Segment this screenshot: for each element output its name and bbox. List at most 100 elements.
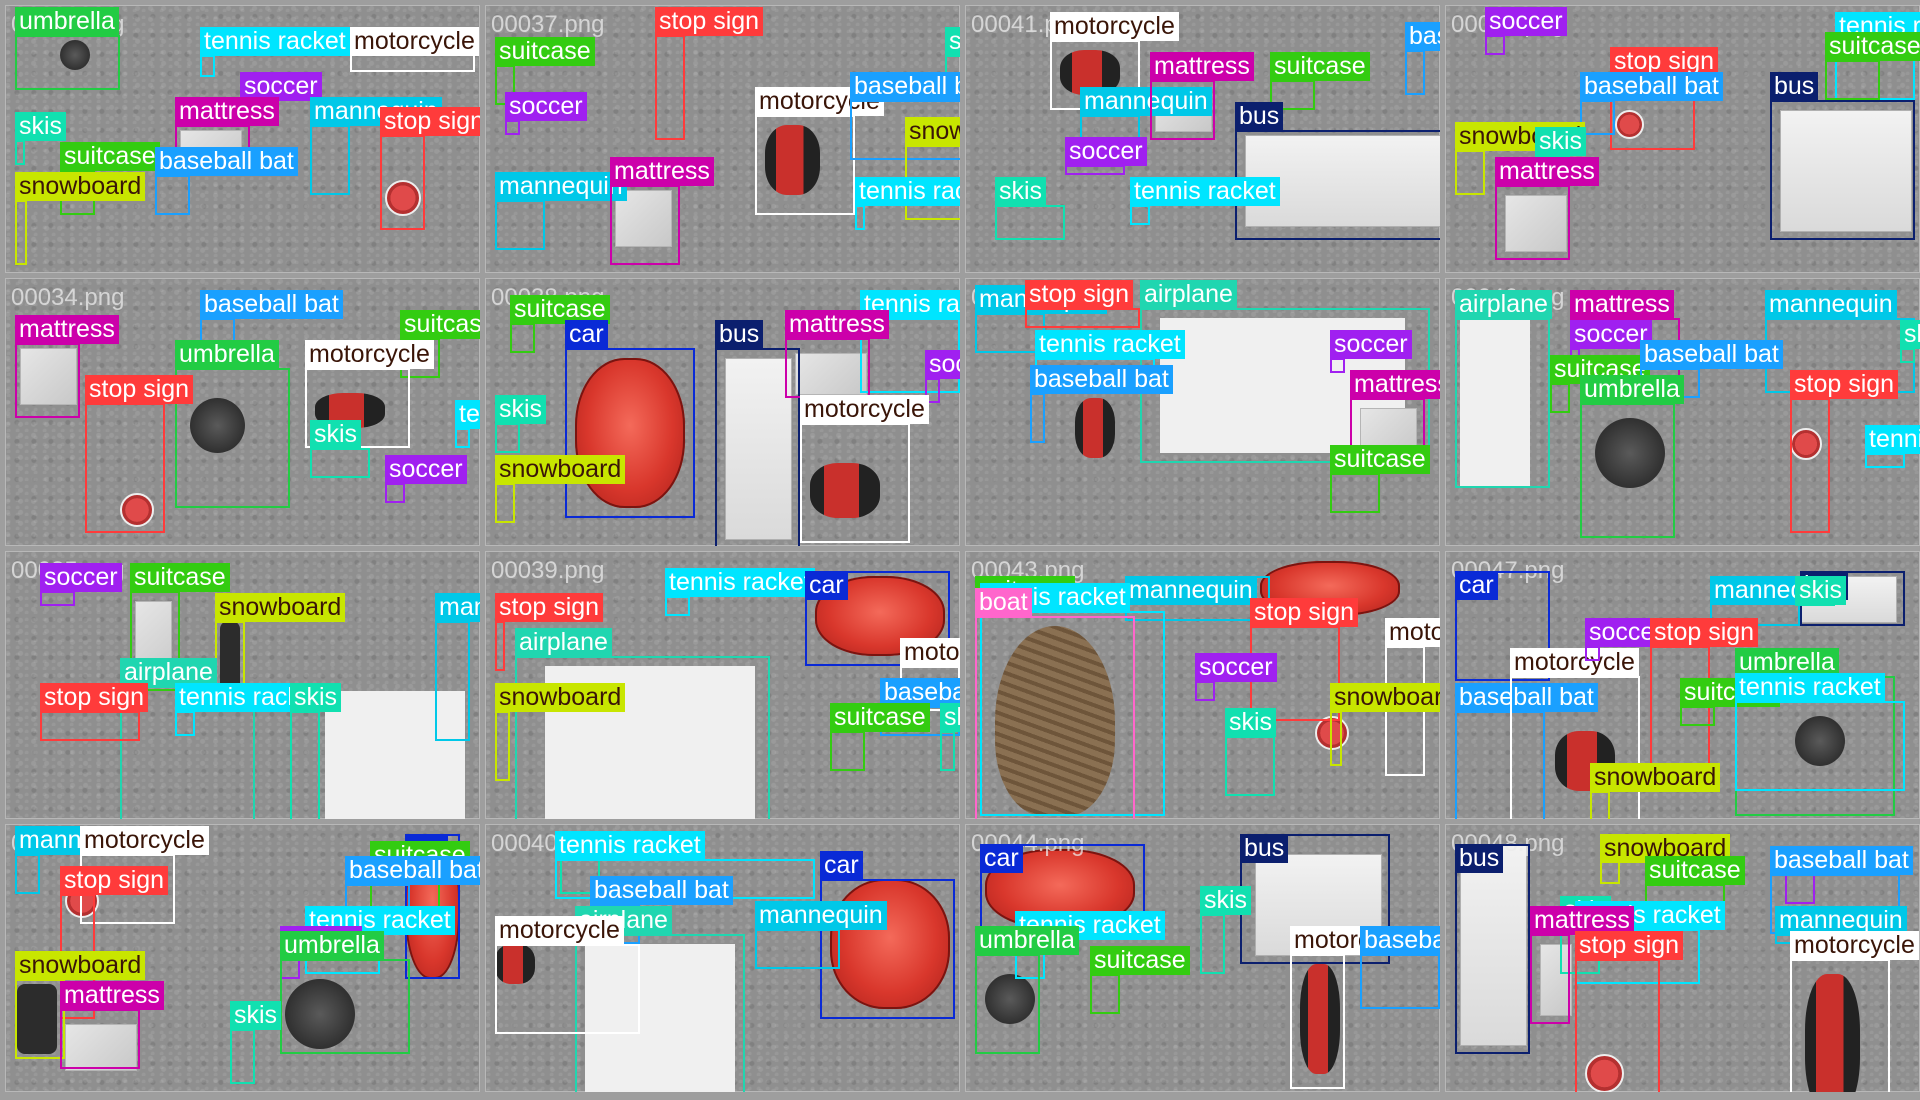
mosaic-tile: 00033.pngumbrellatennis racketmotorcycle… — [5, 5, 480, 273]
mosaic-tile: 00041.png motorcycle mannequin mattress suit… — [965, 5, 1440, 273]
detection-box: skis — [995, 177, 1065, 240]
detection-box: suitcase — [1825, 32, 1920, 100]
detection-label: snowboard — [905, 117, 960, 146]
detection-box: snowboard — [215, 593, 346, 706]
detection-box: motorcycle — [800, 395, 929, 543]
detection-box: snowboard — [905, 117, 960, 220]
detection-box: bus — [715, 320, 800, 546]
detection-box: baseball bat — [200, 290, 343, 348]
detection-box: suitcase — [60, 142, 160, 215]
detection-box: skis — [940, 703, 960, 771]
detection-box: motorcycle — [350, 27, 479, 72]
detection-label: suitcase — [130, 563, 230, 592]
mosaic-tile: 00047.pngcarbusmannequinskisbaseball bat… — [1445, 551, 1920, 819]
detection-box: suitcase — [830, 703, 930, 771]
detection-box: skis — [1225, 708, 1277, 796]
detection-box: baseball bat — [345, 856, 480, 914]
detection-box: mannequin — [15, 826, 147, 894]
detection-box: umbrella — [280, 931, 410, 1054]
detection-label: boat — [975, 588, 1032, 617]
detection-box: soccer — [1585, 618, 1667, 661]
detection-box: mattress — [1495, 157, 1599, 260]
detection-box: stop sign — [1650, 618, 1759, 766]
detection-box: tennis racket — [665, 568, 815, 616]
detection-label: motorcycle — [1385, 618, 1440, 647]
detection-label: baseball bat — [1455, 683, 1598, 712]
detection-label: skis — [1535, 127, 1587, 156]
detection-box: airplane — [515, 628, 770, 819]
detection-box: soccer — [1065, 137, 1147, 175]
detection-box: skis — [1795, 576, 1847, 606]
detection-box: boat — [975, 588, 1135, 819]
detection-label: stop sign — [1650, 618, 1759, 647]
detection-box: mattress — [15, 315, 119, 418]
tile-filename: 00039.png — [491, 557, 605, 584]
detection-label: mattress — [60, 981, 164, 1010]
detection-box: baseball bat — [155, 147, 298, 215]
detection-box: snowboard — [1590, 763, 1721, 819]
detection-label: mannequin — [755, 901, 887, 930]
mosaic-tile: 00042.pngmannequinstop signairplanetenni… — [965, 278, 1440, 546]
detection-label: mannequin — [495, 172, 627, 201]
detection-label: skis — [940, 703, 960, 732]
detection-box: skis — [290, 683, 342, 819]
detection-box: motorcycle — [1290, 926, 1419, 1089]
detection-label: mannequin — [1765, 290, 1897, 319]
detection-label: car — [980, 844, 1023, 873]
detection-label: stop sign — [40, 683, 149, 712]
detection-label: motorcycle — [495, 916, 624, 945]
detection-label: suitcase — [1270, 52, 1370, 81]
detection-label: mannequin — [435, 593, 480, 622]
detection-label: tennis racket — [855, 177, 960, 206]
detection-label: tennis racket — [665, 568, 815, 597]
detection-label: mattress — [785, 310, 889, 339]
detection-box: baseball bat — [850, 72, 960, 160]
detection-label: skis — [290, 683, 342, 712]
detection-label: skis — [1200, 886, 1252, 915]
detection-box: soccer — [925, 350, 960, 403]
detection-box: umbrella — [15, 7, 120, 90]
detection-label: bus — [715, 320, 764, 349]
detection-label: snowboard — [495, 683, 626, 712]
detection-box: snowboard — [1600, 834, 1731, 884]
detection-label: car — [565, 320, 608, 349]
detection-box: tennis racket — [1035, 330, 1185, 378]
detection-label: baseball bat — [880, 678, 960, 707]
detection-label: mattress — [1350, 370, 1440, 399]
detection-box: mattress — [1530, 906, 1634, 1024]
detection-label: suitcase — [830, 703, 930, 732]
detection-label: baseball bat — [345, 856, 480, 885]
detection-box: suitcase — [130, 563, 230, 691]
detection-label: motorcycle — [900, 638, 960, 667]
detection-label: umbrella — [1580, 375, 1684, 404]
detection-box: tennis racket — [200, 27, 350, 77]
detection-label: stop sign — [1790, 370, 1899, 399]
detection-label: tennis racket — [1865, 425, 1920, 454]
detection-box: mannequin — [310, 97, 442, 195]
mosaic-tile: 00034.png baseball bat mattress suitcase umb… — [5, 278, 480, 546]
detection-label: stop sign — [495, 593, 604, 622]
detection-label: skis — [1795, 576, 1847, 605]
detection-box: stop sign — [1790, 370, 1899, 533]
detection-label: stop sign — [60, 866, 169, 895]
detection-box: stop sign — [85, 375, 194, 533]
detection-box: suitcase — [1270, 52, 1370, 110]
detection-box: baseball bat — [1580, 72, 1723, 135]
detection-label: motorcycle — [1050, 12, 1179, 41]
detection-box: stop sign — [380, 107, 480, 230]
tile-filename: 00034.png — [11, 284, 125, 311]
detection-label: suitcase — [1645, 856, 1745, 885]
detection-label: motorcycle — [305, 340, 434, 369]
detection-box: soccer — [40, 563, 122, 606]
detection-label: tennis racket — [1130, 177, 1280, 206]
detection-label: airplane — [1140, 280, 1237, 309]
detection-box: suitcase — [1645, 856, 1745, 914]
detection-label: skis — [1225, 708, 1277, 737]
detection-box: mattress — [610, 157, 714, 265]
detection-label: tennis racket — [1035, 330, 1185, 359]
detection-box: soccer — [385, 455, 467, 503]
detection-label: skis — [230, 1001, 282, 1030]
detection-label: snowboard — [15, 172, 146, 201]
